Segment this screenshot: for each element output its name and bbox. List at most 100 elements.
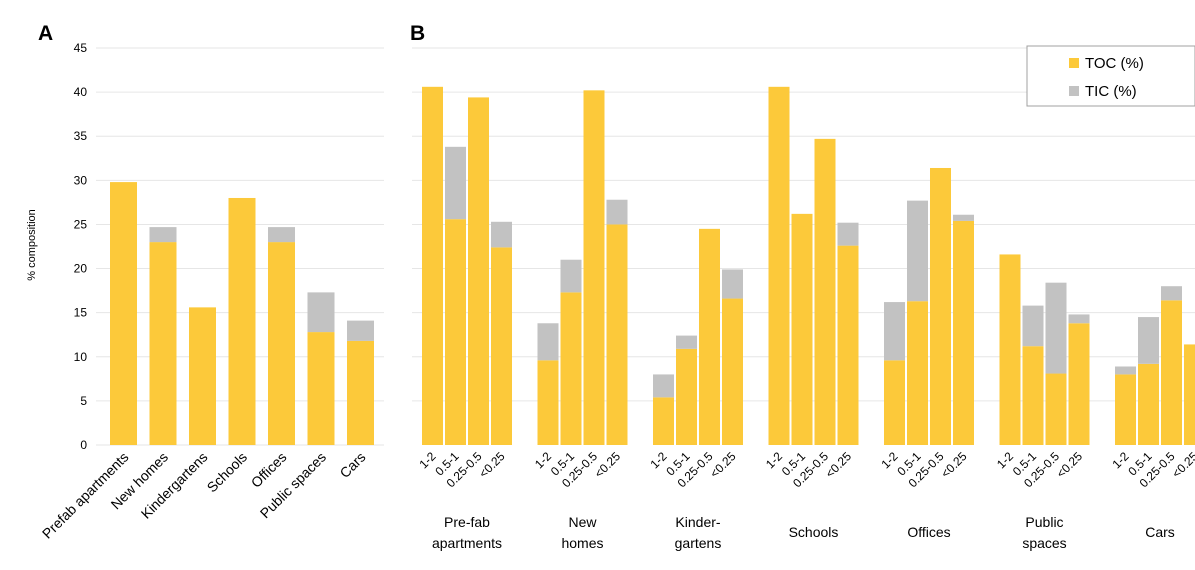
panel-b-bar-toc [1184,344,1195,445]
panel-b-group-label: homes [561,535,603,551]
panel-b-bar-toc [768,86,790,445]
panel-b-fraction-label: <0.25 [1054,449,1086,481]
panel-b-bar-tic [1115,366,1136,375]
panel-b-bar-tic [1138,317,1159,364]
panel-b-bar-toc [445,219,466,445]
panel-a: A % composition 0 5 10 15 20 25 30 35 40 45 Prefa… [26,22,384,542]
panel-b-group-label: Public [1025,514,1063,530]
panel-b-bar-tic [537,323,559,361]
panel-a-bar-toc [268,242,295,445]
panel-b-group-label: gartens [675,535,722,551]
panel-b-fraction-label: <0.25 [823,449,855,481]
panel-b-fraction-label: <0.25 [707,449,739,481]
panel-a-y-tick-label: 45 [74,41,88,55]
panel-b-bar-toc [491,247,512,445]
panel-b-bar-toc [422,86,443,445]
panel-b-group-label: Cars [1145,524,1175,540]
panel-a-label: A [38,22,53,45]
panel-a-category-label: Cars [336,449,368,481]
panel-b-bar-toc [1045,373,1067,445]
panel-a-bar-toc [307,332,335,445]
panel-b-bar-toc [722,298,743,445]
panel-b-group-label: Pre-fab [444,514,490,530]
panel-b-bar-toc [930,167,951,445]
panel-a-y-tick-label: 20 [74,262,88,276]
panel-b-bar-tic [837,222,859,246]
panel-b-bar-toc [907,301,928,445]
panel-b-fraction-label: <0.25 [1169,449,1195,481]
panel-b-bar-toc [837,245,859,445]
panel-b-bar-toc [1115,374,1136,445]
panel-a-bar-toc [110,182,137,445]
panel-a-bar-toc [189,307,216,445]
panel-b-bar-tic [1068,314,1090,324]
panel-b-bar-toc [791,213,813,445]
panel-b-bar-toc [1138,363,1159,445]
legend-toc-swatch [1069,58,1079,68]
panel-b-bar-toc [537,360,559,445]
panel-b-group-label: New [568,514,597,530]
panel-a-category-label: Schools [204,449,251,496]
panel-b-bar-toc [653,397,674,445]
panel-b-bar-tic [722,269,743,299]
panel-b-bar-toc [1068,323,1090,445]
panel-a-bar-tic [347,320,374,341]
panel-a-bar-tic [307,292,335,333]
panel-b-fraction-label: <0.25 [938,449,970,481]
panel-b-bar-tic [445,146,466,220]
panel-b-bar-toc [699,228,720,445]
panel-b-group-label: Schools [789,524,839,540]
panel-b-bar-tic [653,374,674,398]
panel-a-y-tick-label: 30 [74,173,88,187]
panel-b-bar-toc [676,348,697,445]
panel-b-group-label: spaces [1022,535,1066,551]
panel-a-y-tick-label: 5 [80,394,87,408]
legend-toc-label: TOC (%) [1085,55,1144,72]
panel-a-y-tick-label: 10 [74,350,88,364]
panel-b-bar-tic [491,221,512,248]
panel-a-bars [110,182,374,445]
legend-tic-label: TIC (%) [1085,83,1137,100]
panel-b-bar-toc [606,224,628,445]
panel-b-bar-toc [999,254,1021,445]
panel-b-bar-toc [1161,300,1182,445]
legend: TOC (%) TIC (%) [1026,45,1195,107]
panel-a-y-tick-label: 25 [74,217,88,231]
panel-a-bar-toc [149,242,177,445]
panel-b-bar-tic [953,214,974,221]
panel-b-bar-toc [884,360,905,445]
panel-b-fraction-label: <0.25 [592,449,624,481]
panel-b-group-labels: Pre-fab apartments New homes Kinder-gartens S… [432,514,1175,551]
panel-b-bar-toc [560,292,582,445]
panel-b-bar-toc [468,97,489,445]
panel-a-bar-toc [228,197,256,445]
panel-b-bar-tic [560,259,582,293]
panel-a-y-ticks: 0 5 10 15 20 25 30 35 40 45 [74,41,88,452]
panel-b-bars [422,86,1195,445]
legend-tic-swatch [1069,86,1079,96]
panel-b-bar-tic [884,302,905,361]
panel-a-bar-toc [347,340,374,445]
panel-a-y-tick-label: 40 [74,85,88,99]
panel-a-y-tick-label: 35 [74,129,88,143]
panel-a-bar-tic [149,227,177,243]
panel-b-fraction-label: <0.25 [476,449,508,481]
panel-b-group-label: Offices [907,524,950,540]
panel-a-y-tick-label: 15 [74,306,88,320]
panel-b-fraction-labels: 1-20.5-10.25-0.5<0.25 1-20.5-10.25-0.5<0.… [416,449,1195,490]
panel-b-bar-toc [1022,346,1044,445]
panel-b: B 1-20.5-10.25-0.5<0.25 1-20.5-10.25-0.5<… [410,22,1195,551]
panel-b-bar-toc [583,90,605,445]
panel-b-bar-tic [606,199,628,225]
legend-box [1026,45,1195,107]
panel-b-bar-tic [1161,286,1182,301]
panel-b-bar-tic [676,335,697,349]
panel-a-y-axis-label: % composition [26,209,38,281]
panel-a-bar-tic [268,227,295,243]
panel-b-bar-tic [907,200,928,302]
panel-b-group-label: Kinder- [675,514,720,530]
panel-b-bar-toc [953,220,974,445]
panel-b-bar-tic [1022,305,1044,347]
